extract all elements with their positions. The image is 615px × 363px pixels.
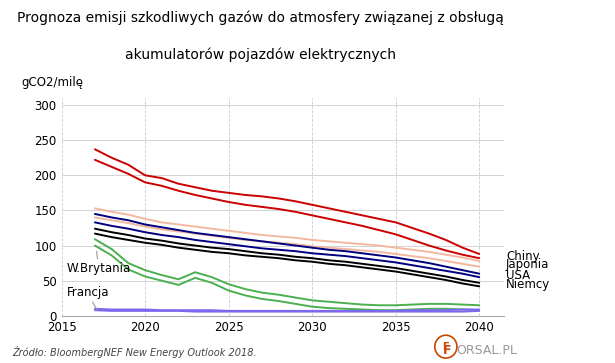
Text: akumulatorów pojazdów elektrycznych: akumulatorów pojazdów elektrycznych [125, 47, 396, 62]
Text: ORSAL.PL: ORSAL.PL [456, 344, 517, 357]
Text: F: F [443, 342, 449, 352]
Text: Niemcy: Niemcy [506, 278, 550, 291]
Text: Źródło: BloombergNEF New Energy Outlook 2018.: Źródło: BloombergNEF New Energy Outlook … [12, 346, 257, 358]
Text: W.Brytania: W.Brytania [66, 251, 131, 274]
Text: F: F [443, 344, 451, 357]
Text: Prognoza emisji szkodliwych gazów do atmosfery związanej z obsługą: Prognoza emisji szkodliwych gazów do atm… [17, 11, 504, 25]
Text: Francja: Francja [66, 286, 109, 310]
Text: gCO2/milę: gCO2/milę [22, 76, 84, 89]
Text: USA: USA [506, 269, 530, 282]
Text: Chiny: Chiny [506, 250, 539, 262]
Text: Japonia: Japonia [506, 258, 549, 271]
